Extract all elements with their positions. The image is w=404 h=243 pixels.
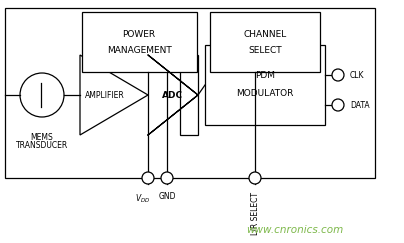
Circle shape [142,172,154,184]
Text: CHANNEL: CHANNEL [243,29,286,38]
Text: AMPLIFIER: AMPLIFIER [85,90,125,99]
Circle shape [161,172,173,184]
Bar [210,12,320,72]
Circle shape [249,172,261,184]
Text: L/R SELECT: L/R SELECT [250,192,259,235]
Bar [5,8,375,178]
Bar [205,45,325,125]
Text: CLK: CLK [350,70,364,79]
Circle shape [332,99,344,111]
Text: $V_{DD}$: $V_{DD}$ [135,192,151,205]
Text: MANAGEMENT: MANAGEMENT [107,45,171,54]
Text: SELECT: SELECT [248,45,282,54]
Text: PDM: PDM [255,70,275,79]
Text: GND: GND [158,192,176,201]
Circle shape [332,69,344,81]
Text: DATA: DATA [350,101,370,110]
Text: MEMS: MEMS [31,132,53,141]
Text: POWER: POWER [122,29,156,38]
Text: TRANSDUCER: TRANSDUCER [16,140,68,149]
Polygon shape [80,55,148,135]
Circle shape [20,73,64,117]
Bar [82,12,197,72]
Text: MODULATOR: MODULATOR [236,88,294,97]
Bar [180,55,198,135]
Text: ADC: ADC [162,90,183,99]
Text: www.cnronics.com: www.cnronics.com [246,225,344,235]
